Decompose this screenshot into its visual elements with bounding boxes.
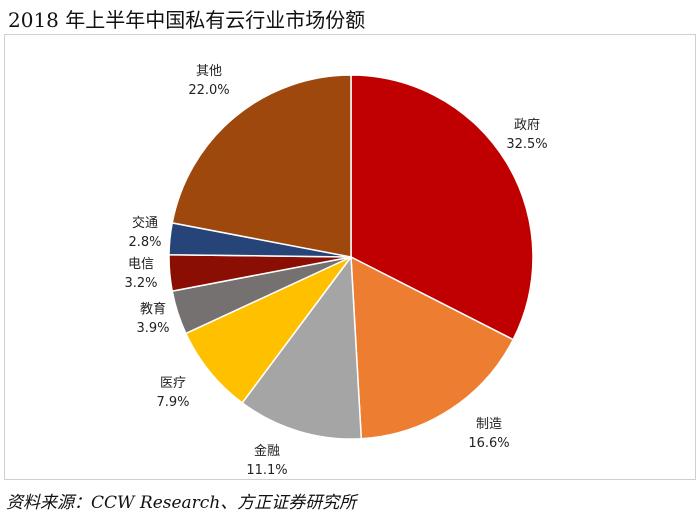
slice-category-label: 政府 (514, 118, 540, 133)
source-note: 资料来源：CCW Research、方正证券研究所 (6, 493, 357, 513)
slice-percent-label: 7.9% (156, 395, 189, 410)
slice-percent-label: 32.5% (506, 137, 547, 152)
pie-slice-8 (171, 74, 352, 258)
slice-category-label: 交通 (132, 215, 158, 231)
pie-slice-1 (350, 74, 534, 341)
slice-category-label: 其他 (196, 64, 222, 79)
slice-category-label: 教育 (140, 301, 166, 317)
pie-slice-3 (241, 254, 363, 440)
slice-category-label: 医疗 (160, 376, 186, 391)
chart-frame: 政府 32.5% 制造 16.6% 金融 11.1% 医疗 7.9% 教育 3.9% 电信 3.2% 交… (4, 34, 696, 480)
pie-slice-4 (184, 256, 352, 404)
slice-category-label: 金融 (254, 443, 280, 459)
chart-title: 2018 年上半年中国私有云行业市场份额 (8, 8, 366, 32)
slice-percent-label: 11.1% (246, 463, 287, 478)
slice-category-label: 电信 (128, 257, 154, 272)
slice-percent-label: 3.9% (136, 321, 169, 336)
slice-category-label: 制造 (476, 417, 502, 432)
slice-percent-label: 3.2% (124, 276, 157, 291)
pie-slice-2 (350, 255, 515, 440)
slice-percent-label: 2.8% (128, 235, 161, 250)
slice-percent-label: 16.6% (468, 436, 509, 451)
pie-chart: 政府 32.5% 制造 16.6% 金融 11.1% 医疗 7.9% 教育 3.9% 电信 3.2% 交… (124, 64, 547, 478)
slice-percent-label: 22.0% (188, 83, 229, 98)
